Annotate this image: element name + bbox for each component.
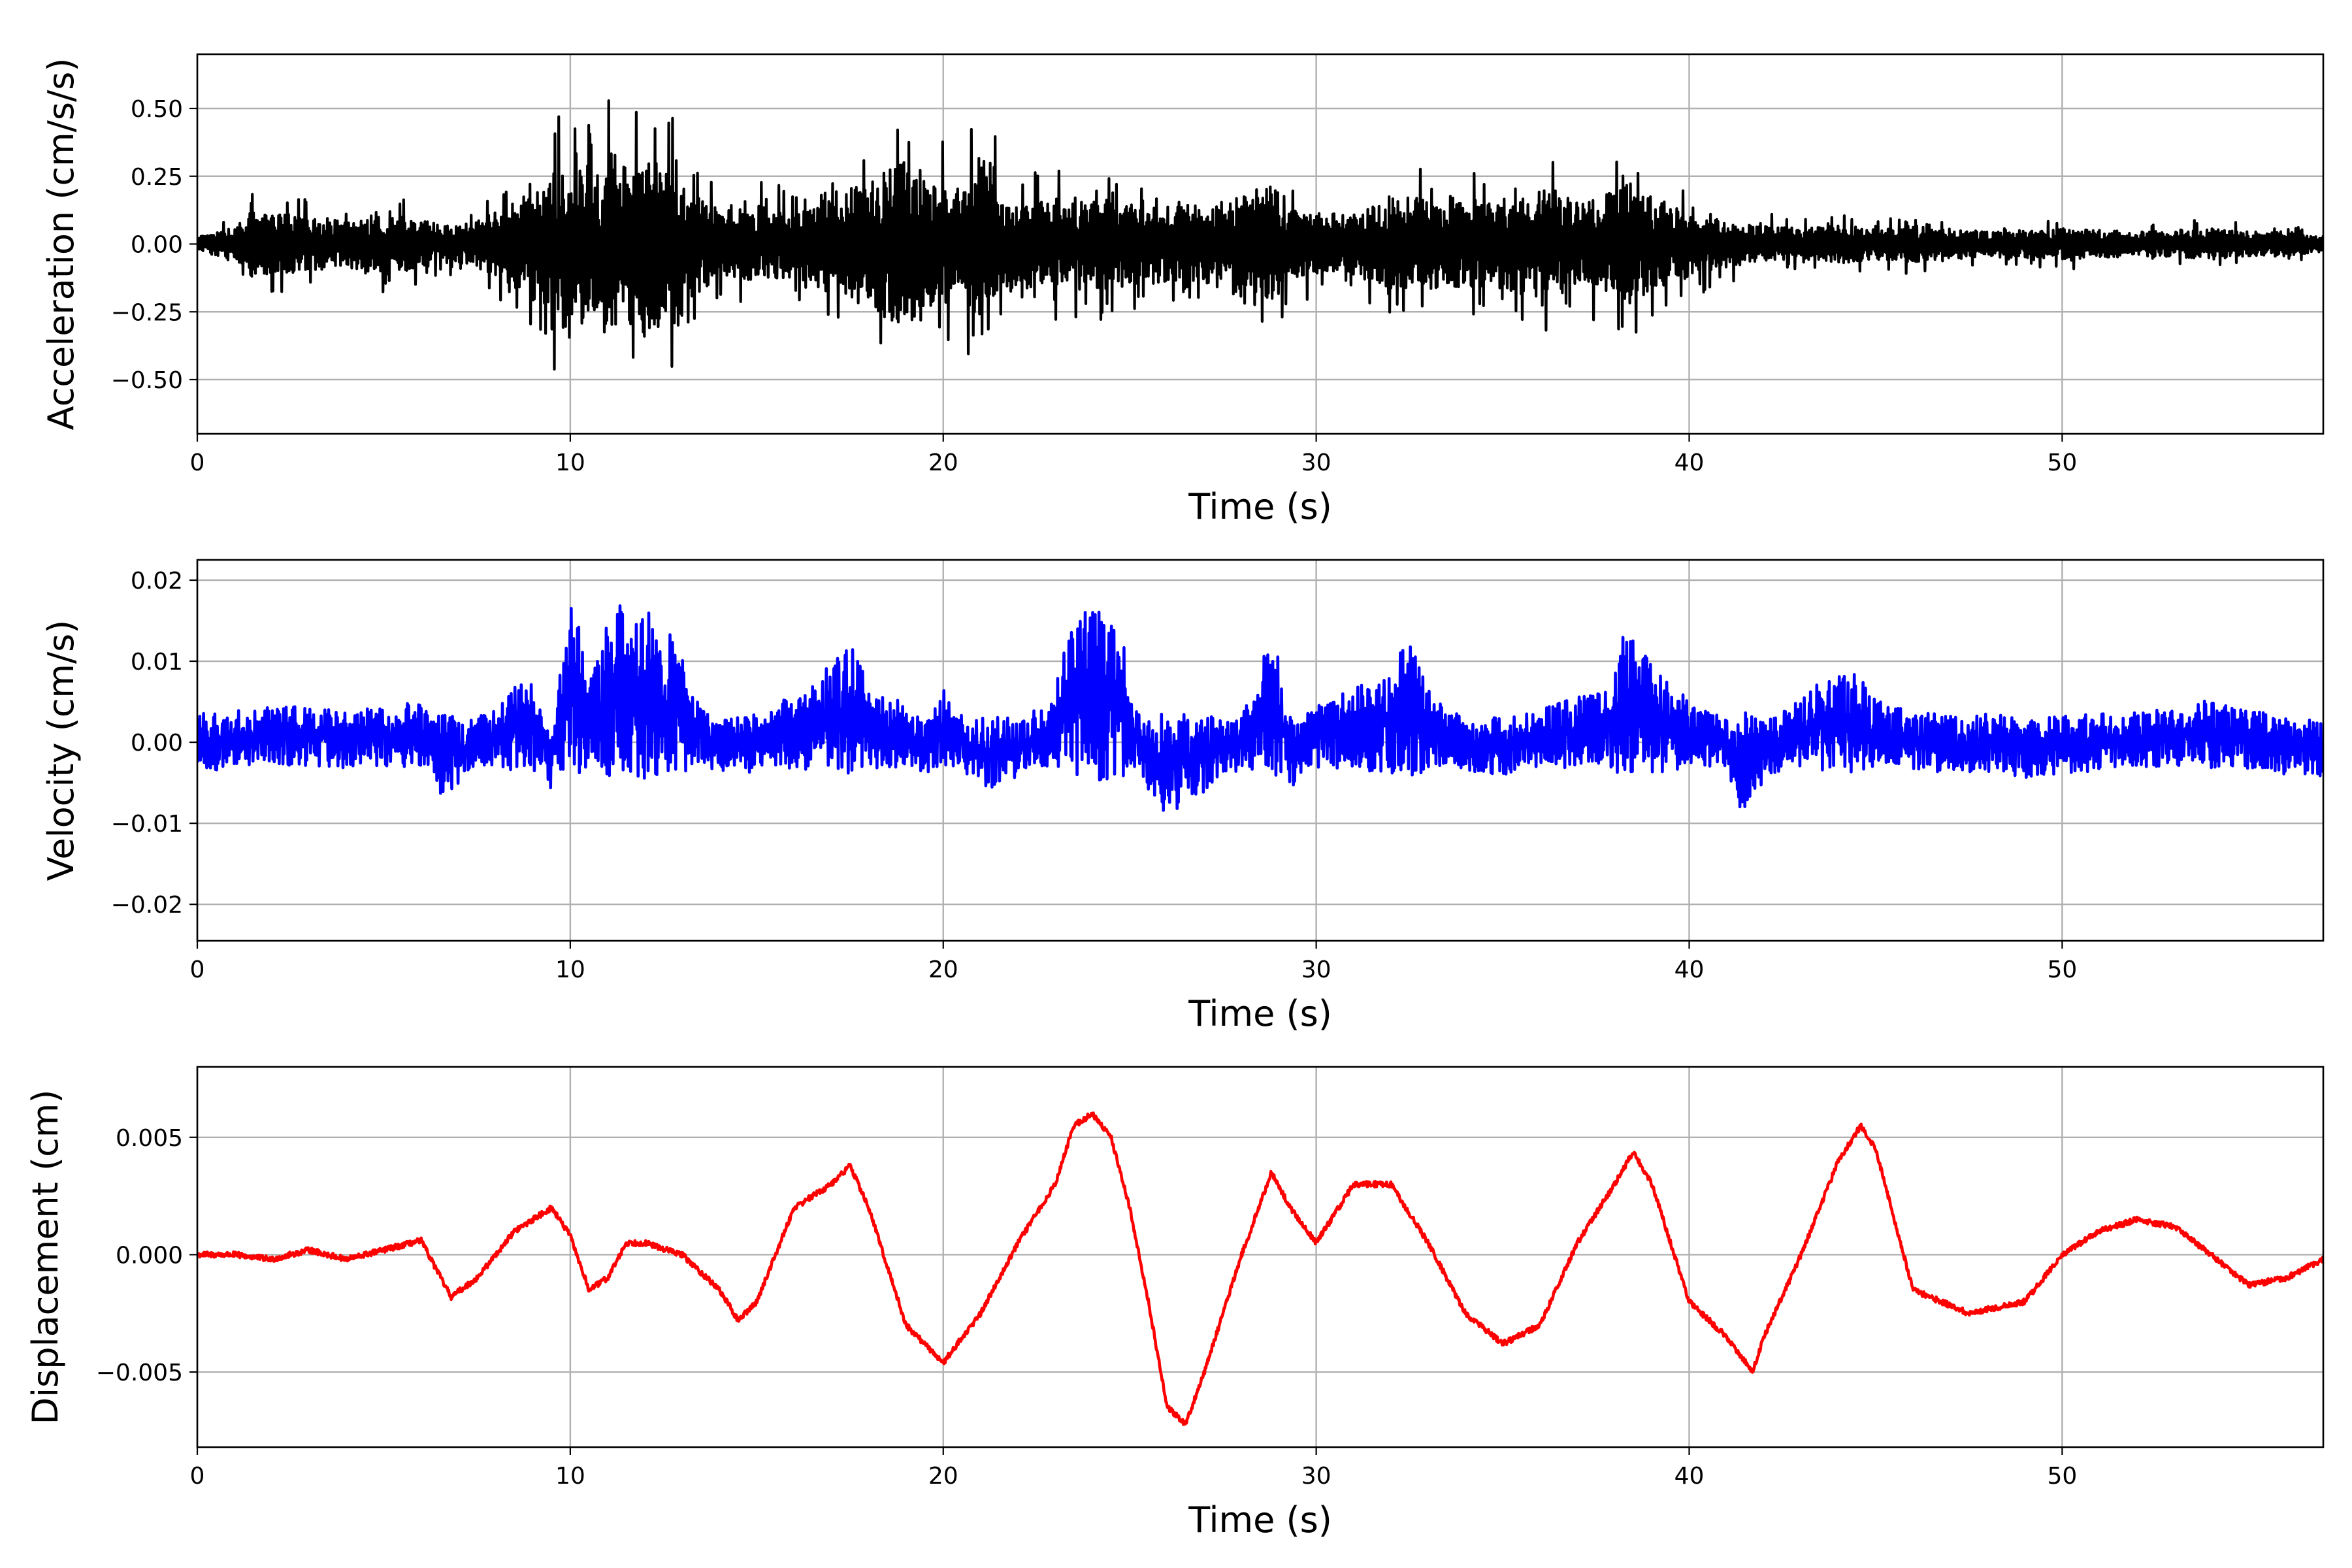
x-tick-label: 50	[2047, 449, 2077, 476]
x-axis-label: Time (s)	[1188, 486, 1332, 527]
x-tick-label: 50	[2047, 956, 2077, 983]
x-tick-label: 40	[1674, 1463, 1705, 1490]
panel-1: 0 10 20 30 40 50 −0.50 −0.25 0.00 0.25 0.50 Time (s…	[41, 53, 2325, 527]
x-tick-label: 10	[555, 1463, 585, 1490]
x-tick-label: 10	[555, 956, 585, 983]
x-axis-label: Time (s)	[1188, 993, 1332, 1034]
y-tick-label: −0.25	[111, 299, 183, 326]
y-tick-label: −0.50	[111, 367, 183, 394]
x-tick-label: 30	[1301, 1463, 1331, 1490]
y-tick-label: 0.00	[131, 232, 183, 259]
y-tick-label: 0.50	[131, 96, 183, 123]
y-axis-label: Displacement (cm)	[25, 1090, 66, 1425]
y-tick-label: −0.01	[111, 811, 183, 838]
panel-3: 0 10 20 30 40 50 −0.005 0.000 0.005 Time (s) Displ…	[25, 1066, 2325, 1541]
y-tick-label: 0.01	[131, 649, 183, 676]
x-tick-label: 20	[928, 449, 958, 476]
x-tick-label: 40	[1674, 449, 1705, 476]
y-axis-label: Velocity (cm/s)	[41, 620, 82, 881]
y-tick-label: −0.005	[96, 1360, 183, 1386]
y-tick-label: 0.02	[131, 568, 183, 595]
x-tick-label: 50	[2047, 1463, 2077, 1490]
x-tick-label: 20	[928, 956, 958, 983]
y-tick-label: 0.00	[131, 730, 183, 757]
axes-frame	[196, 1066, 2325, 1448]
y-tick-label: 0.005	[116, 1125, 183, 1152]
series-line-3	[197, 1111, 2323, 1426]
x-tick-label: 0	[190, 449, 205, 476]
series-line-1	[197, 99, 2323, 371]
x-axis-label: Time (s)	[1188, 1499, 1332, 1541]
y-tick-label: 0.25	[131, 164, 183, 191]
x-tick-label: 0	[190, 956, 205, 983]
x-tick-label: 0	[190, 1463, 205, 1490]
x-tick-label: 10	[555, 449, 585, 476]
x-tick-label: 20	[928, 1463, 958, 1490]
x-tick-label: 40	[1674, 956, 1705, 983]
series-line-2	[197, 604, 2323, 812]
y-tick-label: 0.000	[116, 1242, 183, 1269]
panel-2: 0 10 20 30 40 50 −0.02 −0.01 0.00 0.01 0.02 Time (s…	[41, 559, 2325, 1034]
x-tick-label: 30	[1301, 449, 1331, 476]
y-tick-label: −0.02	[111, 892, 183, 919]
y-axis-label: Acceleration (cm/s/s)	[41, 58, 82, 431]
axes-frame	[196, 559, 2325, 942]
x-tick-label: 30	[1301, 956, 1331, 983]
